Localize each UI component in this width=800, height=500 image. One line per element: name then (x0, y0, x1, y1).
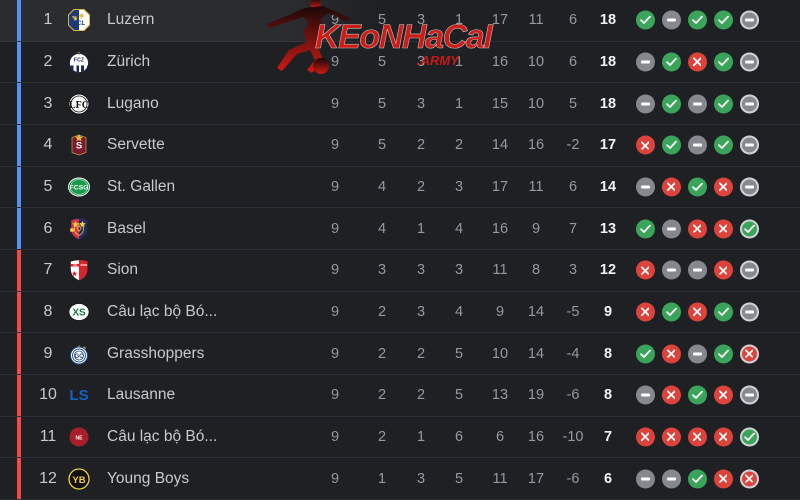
svg-text:YB: YB (72, 475, 85, 486)
svg-text:SION: SION (81, 263, 88, 267)
svg-text:LFC: LFC (69, 100, 89, 111)
svg-text:FC: FC (74, 263, 78, 267)
svg-text:S: S (76, 141, 82, 152)
svg-text:FCSG: FCSG (70, 184, 89, 191)
svg-text:GC: GC (75, 354, 85, 360)
svg-text:NE: NE (76, 435, 84, 441)
svg-text:FCL: FCL (73, 20, 86, 27)
svg-text:XS: XS (72, 307, 86, 318)
svg-text:FCZ: FCZ (74, 57, 85, 63)
svg-text:LS: LS (69, 387, 88, 404)
